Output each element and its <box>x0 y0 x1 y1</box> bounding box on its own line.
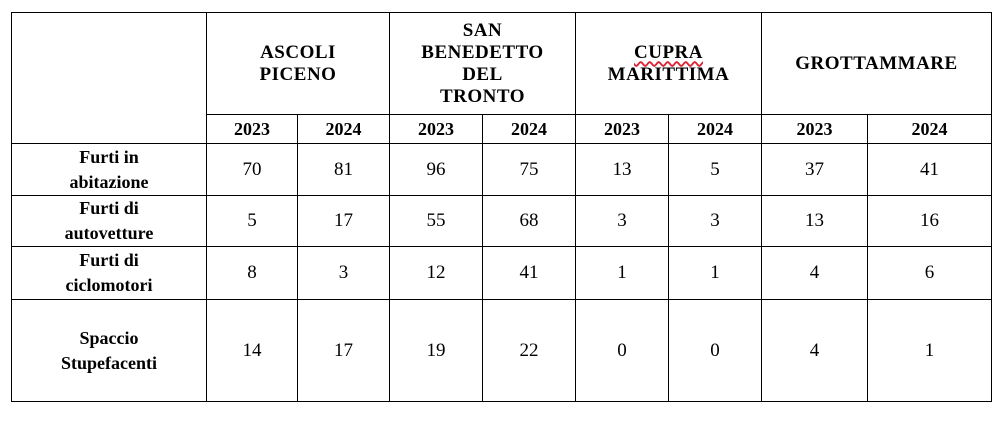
row-header-line: ciclomotori <box>65 275 153 295</box>
municipality-name-line: BENEDETTO <box>421 41 544 63</box>
row-header-line: Furti in <box>79 146 139 167</box>
table-cell: 17 <box>297 195 390 247</box>
table-cell: 5 <box>206 195 298 247</box>
table-cell: 1 <box>668 246 762 300</box>
year-header: 2023 <box>389 114 483 144</box>
table-cell: 3 <box>575 195 669 247</box>
table-cell: 1 <box>867 299 992 402</box>
table-cell: 41 <box>482 246 576 300</box>
row-header-line: abitazione <box>69 171 149 192</box>
table-cell: 0 <box>575 299 669 402</box>
row-header-line: Stupefacenti <box>61 352 157 373</box>
year-header: 2024 <box>482 114 576 144</box>
row-header-line: autovetture <box>64 223 154 243</box>
table-cell: 13 <box>761 195 868 247</box>
table-cell: 1 <box>575 246 669 300</box>
table-cell: 37 <box>761 143 868 196</box>
municipality-name-line: PICENO <box>259 63 337 85</box>
table-row-spaccio-stupefacenti: Spaccio Stupefacenti 14 17 19 22 0 0 4 1 <box>11 299 992 402</box>
year-header: 2024 <box>297 114 390 144</box>
year-header: 2023 <box>206 114 298 144</box>
crime-statistics-table: ASCOLI PICENO SAN BENEDETTO DEL TRONTO C… <box>11 12 992 402</box>
table-cell: 6 <box>867 246 992 300</box>
row-header: Furti di ciclomotori <box>11 246 207 300</box>
municipality-name-line: ASCOLI <box>260 41 336 63</box>
row-header-line: Furti di <box>79 250 139 270</box>
municipality-header-row: ASCOLI PICENO SAN BENEDETTO DEL TRONTO C… <box>11 12 992 144</box>
table-cell: 13 <box>575 143 669 196</box>
table-cell: 14 <box>206 299 298 402</box>
municipality-name-line: MARITTIMA <box>607 63 730 85</box>
municipality-name-line: CUPRA <box>634 41 703 63</box>
table-cell: 19 <box>389 299 483 402</box>
municipality-name-line: DEL <box>462 63 503 85</box>
row-header: Furti di autovetture <box>11 195 207 247</box>
year-header: 2024 <box>668 114 762 144</box>
table-cell: 70 <box>206 143 298 196</box>
row-header-line: Spaccio <box>79 327 139 348</box>
table-cell: 12 <box>389 246 483 300</box>
table-cell: 0 <box>668 299 762 402</box>
table-row-furti-in-abitazione: Furti in abitazione 70 81 96 75 13 5 37 … <box>11 143 992 196</box>
table-cell: 3 <box>297 246 390 300</box>
municipality-san-benedetto-del-tronto: SAN BENEDETTO DEL TRONTO <box>389 12 576 115</box>
municipality-grottammare: GROTTAMMARE <box>761 12 992 115</box>
year-header: 2023 <box>575 114 669 144</box>
row-header: Furti in abitazione <box>11 143 207 196</box>
municipality-name-line: SAN <box>462 19 503 41</box>
table-cell: 68 <box>482 195 576 247</box>
table-cell: 3 <box>668 195 762 247</box>
year-header-row: 2023 2024 2023 2024 2023 2024 2023 2024 <box>12 114 992 144</box>
year-header: 2024 <box>867 114 992 144</box>
row-header: Spaccio Stupefacenti <box>11 299 207 402</box>
table-cell: 4 <box>761 299 868 402</box>
municipality-ascoli-piceno: ASCOLI PICENO <box>206 12 390 115</box>
row-header-line: Furti di <box>79 198 139 218</box>
corner-cell <box>11 12 207 144</box>
table-cell: 81 <box>297 143 390 196</box>
table-cell: 22 <box>482 299 576 402</box>
municipality-name-line: GROTTAMMARE <box>795 52 958 74</box>
table-cell: 4 <box>761 246 868 300</box>
table-cell: 41 <box>867 143 992 196</box>
table-cell: 16 <box>867 195 992 247</box>
year-header: 2023 <box>761 114 868 144</box>
table-row-furti-di-ciclomotori: Furti di ciclomotori 8 3 12 41 1 1 4 6 <box>11 246 992 300</box>
table-cell: 96 <box>389 143 483 196</box>
municipality-cupra-marittima: CUPRA MARITTIMA <box>575 12 762 115</box>
table-row-furti-di-autovetture: Furti di autovetture 5 17 55 68 3 3 13 1… <box>11 195 992 247</box>
table-cell: 8 <box>206 246 298 300</box>
table-cell: 75 <box>482 143 576 196</box>
table-cell: 55 <box>389 195 483 247</box>
municipality-name-line: TRONTO <box>439 85 525 107</box>
table-cell: 17 <box>297 299 390 402</box>
table-cell: 5 <box>668 143 762 196</box>
